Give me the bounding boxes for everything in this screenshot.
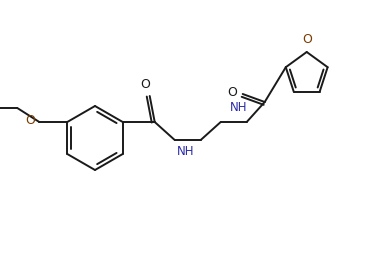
Text: O: O (25, 114, 35, 127)
Text: NH: NH (230, 101, 247, 114)
Text: O: O (140, 78, 150, 91)
Text: NH: NH (177, 145, 194, 158)
Text: O: O (302, 33, 312, 46)
Text: O: O (227, 86, 237, 99)
